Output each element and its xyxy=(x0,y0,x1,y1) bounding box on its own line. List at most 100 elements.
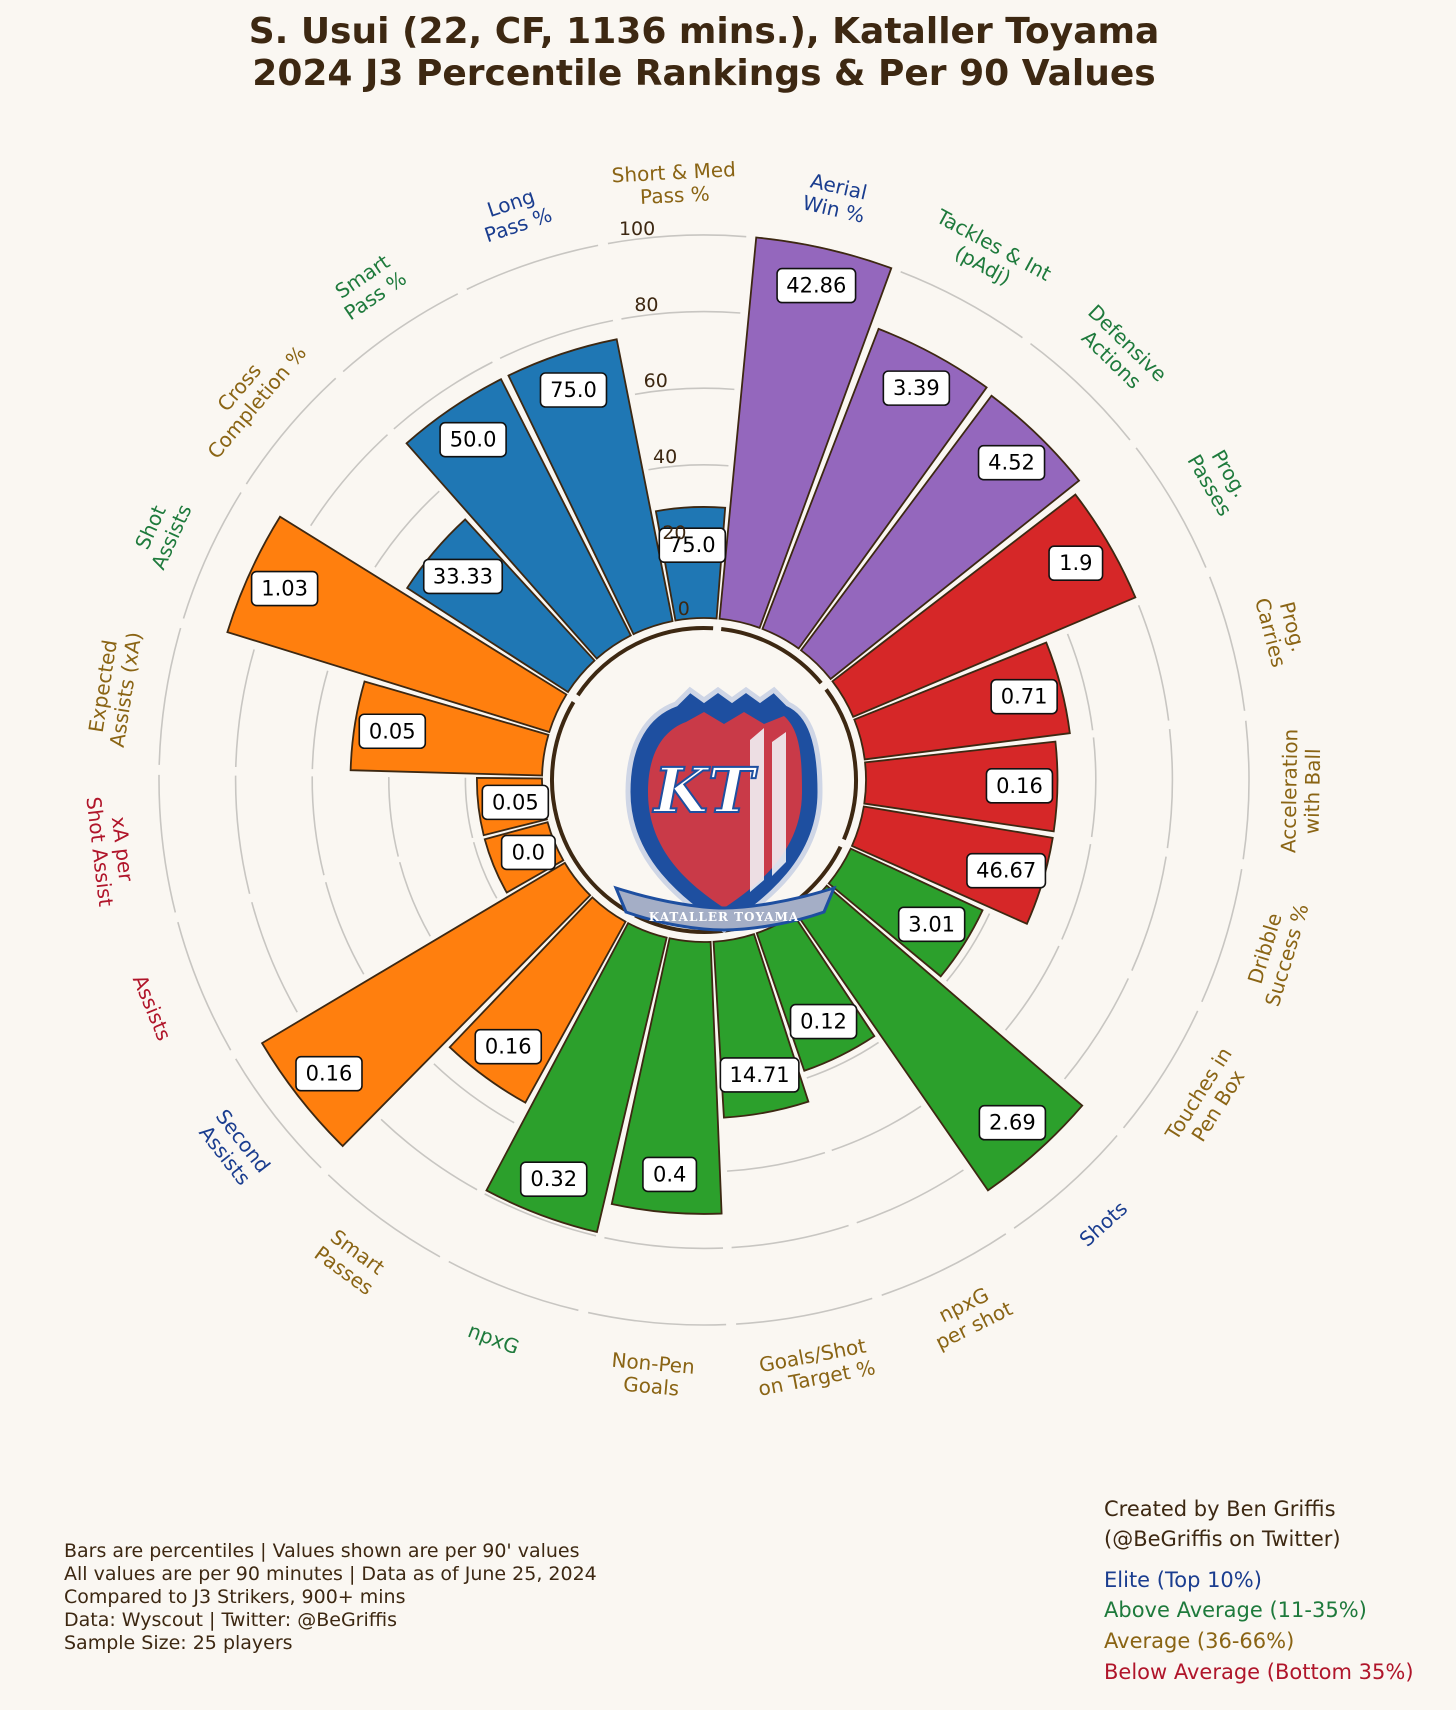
metric-label: Short & MedPass % xyxy=(611,157,737,210)
gridline-arc xyxy=(1013,1134,1118,1229)
value-label-text: 2.69 xyxy=(989,1111,1036,1135)
value-label-text: 0.4 xyxy=(653,1162,686,1186)
gridline-arc xyxy=(310,434,389,527)
value-label-text: 0.05 xyxy=(369,719,416,743)
gridline-arc xyxy=(1063,978,1130,1080)
gridline-arc xyxy=(177,921,232,1051)
gridline-arc xyxy=(587,1311,727,1326)
gridline-arc xyxy=(607,234,747,245)
metric-label: Prog.Carries xyxy=(1250,590,1313,670)
value-label: 3.01 xyxy=(897,906,966,943)
crest-monogram: KT xyxy=(652,754,758,827)
value-label: 75.0 xyxy=(539,372,608,408)
percentile-bar xyxy=(853,641,1071,761)
value-label-text: 0.32 xyxy=(530,1167,577,1191)
metric-label: Tackles & Int(pAdj) xyxy=(921,204,1056,306)
metric-label: Non-PenGoals xyxy=(609,1348,696,1402)
gridline-arc xyxy=(380,1118,478,1191)
gridline-arc xyxy=(1061,843,1092,940)
metric-label: Goals/Shoton Target % xyxy=(752,1333,877,1401)
value-label: 0.4 xyxy=(642,1156,698,1193)
metric-label: DribbleSuccess % xyxy=(1238,894,1313,1009)
value-label: 0.16 xyxy=(295,1055,363,1092)
legend-average: Average (36-66%) xyxy=(1104,1629,1294,1653)
value-label: 0.05 xyxy=(358,713,427,750)
value-label-text: 0.12 xyxy=(800,1010,847,1034)
radial-tick-label: 0 xyxy=(678,598,690,620)
metric-label: SmartPasses xyxy=(310,1222,392,1300)
radial-tick-label: 80 xyxy=(634,294,658,316)
value-label-box xyxy=(789,1003,858,1040)
credit-line-2: (@BeGriffis on Twitter) xyxy=(1104,1527,1341,1551)
value-label: 50.0 xyxy=(439,421,507,458)
value-labels: 42.86 3.39 4.52 1.9 0.71 0.16 46.67 3.01 2.69 0.1… xyxy=(250,267,1104,1198)
gridline-arc xyxy=(1004,945,1060,1031)
radial-tick-label: 20 xyxy=(662,522,686,544)
legend: Elite (Top 10%) Above Average (11-35%) A… xyxy=(1104,1568,1414,1684)
gridline-arc xyxy=(1137,605,1170,721)
metric-label: CrossCompletion % xyxy=(185,326,311,463)
gridline-arc xyxy=(327,1174,441,1258)
crest-name: KATALLER TOYAMA xyxy=(649,910,799,924)
group-arc xyxy=(720,626,823,685)
gridline-arc xyxy=(731,1224,849,1249)
gridline-arc xyxy=(881,1233,1007,1296)
percentile-bar xyxy=(761,327,988,650)
metric-label: ShotAssists xyxy=(125,491,196,573)
value-label-text: 75.0 xyxy=(669,533,716,557)
value-label: 0.16 xyxy=(474,1028,543,1065)
gridline-arc xyxy=(448,1260,579,1312)
credit-line-1: Created by Ben Griffis xyxy=(1104,1497,1336,1521)
title-line-2: 2024 J3 Percentile Rankings & Per 90 Val… xyxy=(252,53,1155,94)
value-label-box xyxy=(978,1104,1047,1141)
radial-tick-label: 100 xyxy=(619,218,655,240)
gridline-arc xyxy=(388,777,400,857)
value-label: 14.71 xyxy=(719,1057,800,1093)
metric-label-line: Goals xyxy=(622,1372,680,1401)
percentile-bar xyxy=(226,515,568,734)
gridline-arc xyxy=(393,361,493,430)
value-label: 0.71 xyxy=(990,678,1058,715)
value-label: 0.16 xyxy=(985,768,1054,804)
percentile-bar xyxy=(610,937,723,1215)
value-label: 0.32 xyxy=(519,1161,588,1198)
club-crest-icon: KT KATALLER TOYAMA xyxy=(613,686,837,934)
gridline-arc xyxy=(1030,342,1131,441)
value-label-text: 4.52 xyxy=(988,451,1035,475)
gridline-arc xyxy=(499,319,614,360)
radial-tick-label: 40 xyxy=(653,446,677,468)
note-line: Data: Wyscout | Twitter: @BeGriffis xyxy=(64,1609,397,1631)
gridline-arc xyxy=(234,649,255,768)
metric-label: Assists xyxy=(128,971,176,1044)
value-label-text: 1.03 xyxy=(261,577,308,601)
value-label-box xyxy=(966,852,1047,889)
gridline-arc xyxy=(1122,1010,1199,1129)
legend-above-average: Above Average (11-35%) xyxy=(1104,1598,1367,1622)
gridline-arc xyxy=(1208,576,1246,711)
gridline-arc xyxy=(1090,737,1097,838)
legend-elite: Elite (Top 10%) xyxy=(1104,1568,1262,1592)
gridline-arc xyxy=(342,293,459,373)
percentile-bar xyxy=(349,680,550,777)
metric-label-line: Shot Assist xyxy=(81,796,118,908)
gridline-arc xyxy=(234,775,251,895)
value-label-text: 0.0 xyxy=(512,840,545,864)
crest-stripes xyxy=(750,728,786,892)
value-label: 42.86 xyxy=(776,267,857,304)
percentile-bar xyxy=(718,236,893,630)
gridline-arc xyxy=(1135,447,1207,568)
metric-label: ExpectedAssists (xA) xyxy=(82,627,146,749)
metric-label: xA perShot Assist xyxy=(81,793,141,908)
gridline-arc xyxy=(727,1151,826,1172)
value-label-text: 50.0 xyxy=(450,428,497,452)
crest-ribbon xyxy=(613,885,837,932)
gridline-arc xyxy=(158,774,177,913)
value-label: 75.0 xyxy=(658,527,727,564)
value-label-box xyxy=(658,527,727,564)
value-label-text: 0.71 xyxy=(1001,685,1048,709)
value-label-box xyxy=(422,558,504,595)
value-label-text: 0.16 xyxy=(306,1062,353,1086)
percentile-bar xyxy=(507,338,674,636)
gridline-arc xyxy=(648,464,729,471)
gridline-arc xyxy=(900,270,1023,339)
